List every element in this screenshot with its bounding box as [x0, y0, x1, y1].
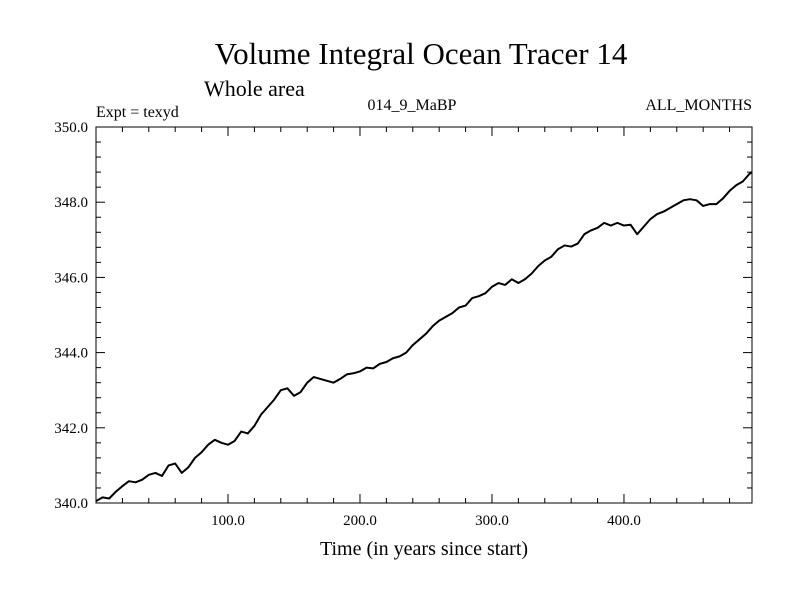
y-tick-label: 342.0: [54, 421, 88, 437]
y-tick-label: 344.0: [54, 346, 88, 362]
y-tick-label: 350.0: [54, 120, 88, 136]
x-axis: 100.0 200.0 300.0 400.0: [121, 127, 731, 529]
y-axis: 340.0 342.0 344.0 346.0 348.0 350.0: [54, 120, 752, 512]
chart-title: Volume Integral Ocean Tracer 14: [215, 36, 628, 71]
experiment-label: Expt = texyd: [96, 104, 179, 121]
series-line: [95, 171, 753, 502]
y-tick-label: 340.0: [54, 496, 88, 512]
y-tick-label: 346.0: [54, 270, 88, 286]
plot-frame: [95, 126, 753, 504]
x-tick-label: 300.0: [475, 513, 509, 529]
x-tick-label: 100.0: [211, 513, 245, 529]
y-tick-label: 348.0: [54, 195, 88, 211]
chart-subtitle: Whole area: [204, 76, 305, 101]
x-tick-label: 400.0: [607, 513, 641, 529]
x-tick-label: 200.0: [343, 513, 377, 529]
run-label: 014_9_MaBP: [368, 97, 457, 114]
months-label: ALL_MONTHS: [645, 97, 752, 114]
x-axis-label: Time (in years since start): [320, 538, 528, 560]
